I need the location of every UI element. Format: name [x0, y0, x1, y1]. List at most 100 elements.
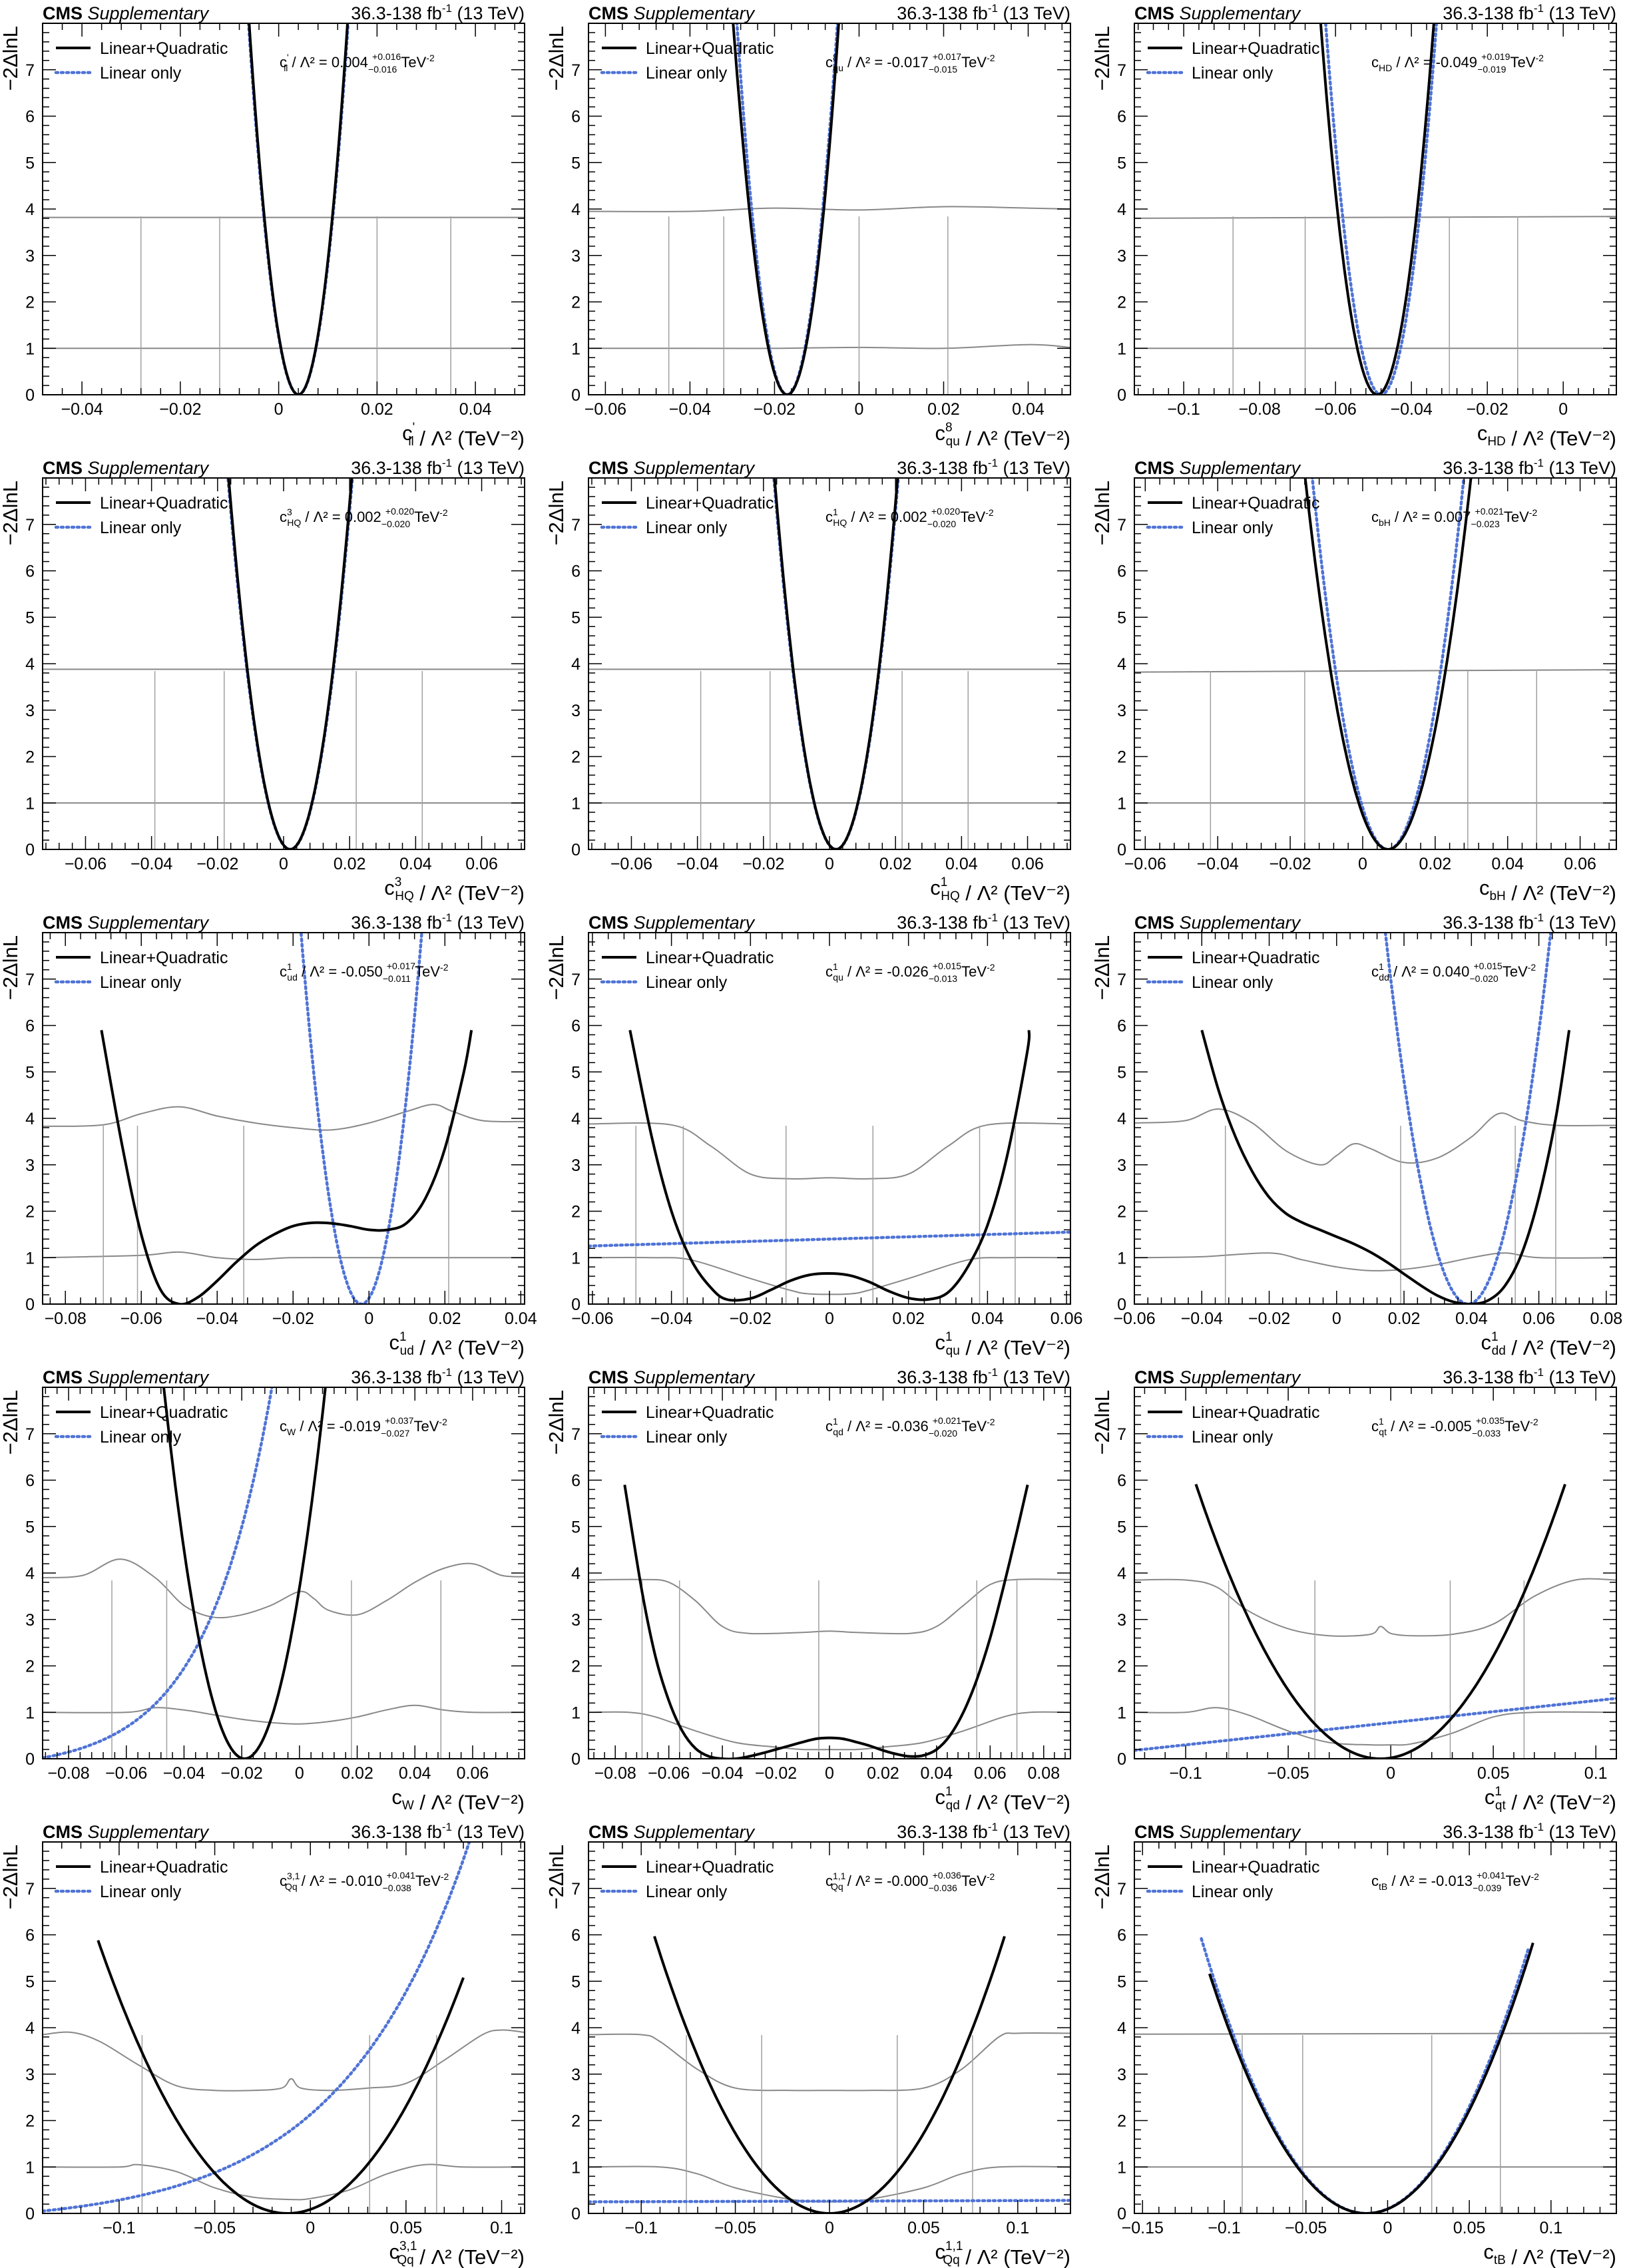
- y-tick-label: 5: [571, 608, 581, 627]
- y-tick-label: 6: [1117, 1017, 1126, 1036]
- x-tick-label: −0.15: [1122, 2219, 1164, 2237]
- x-tick-label: −0.08: [1238, 400, 1280, 419]
- x-tick-label: 0.06: [1564, 855, 1596, 873]
- y-tick-label: 5: [25, 608, 35, 627]
- series-linear-only: [299, 933, 423, 1304]
- band-lower: [43, 1251, 525, 1261]
- series-linear-quadratic: [623, 1484, 1029, 1759]
- y-tick-label: 0: [571, 386, 581, 405]
- band-lower: [588, 2165, 1070, 2203]
- header-lumi: 36.3-138 fb-1 (13 TeV): [351, 1366, 525, 1387]
- x-axis-label: cbH / Λ² (TeV⁻²): [1479, 876, 1616, 905]
- header-lumi: 36.3-138 fb-1 (13 TeV): [351, 457, 525, 478]
- y-tick-label: 7: [571, 971, 581, 989]
- y-axis-label: −2ΔlnL: [545, 1845, 568, 1909]
- y-tick-label: 7: [571, 1880, 581, 1899]
- y-tick-label: 3: [1117, 1611, 1126, 1630]
- x-axis-label: c1,1 Qq / Λ² (TeV⁻²): [935, 2239, 1070, 2268]
- band-lower: [1134, 1252, 1616, 1271]
- legend-label-lin: Linear only: [646, 519, 728, 537]
- x-tick-label: −0.06: [1124, 855, 1166, 873]
- x-tick-label: 0.02: [341, 1764, 373, 1783]
- y-tick-label: 5: [571, 1518, 581, 1536]
- x-tick-label: 0.02: [927, 400, 960, 419]
- x-tick-label: −0.02: [221, 1764, 263, 1783]
- legend-label-quad: Linear+Quadratic: [1192, 949, 1319, 967]
- y-tick-label: 2: [25, 1658, 35, 1676]
- y-tick-label: 7: [571, 516, 581, 535]
- band-upper: [1134, 2032, 1616, 2035]
- y-tick-label: 6: [571, 1017, 581, 1036]
- legend: Linear+Quadratic Linear only: [1146, 494, 1319, 537]
- y-tick-label: 6: [25, 108, 35, 126]
- y-tick-label: 3: [571, 2066, 581, 2084]
- panel-cQq31: 0 1 2 3 4 5 6 7 −0.1 −0.05 0 0.05 0.1 −2ΔlnL c3,1 Qq / …: [0, 1821, 525, 2268]
- x-tick-label: −0.02: [1467, 400, 1509, 419]
- x-tick-label: −0.1: [1169, 1764, 1202, 1783]
- y-tick-label: 4: [25, 200, 35, 219]
- plot-area: [588, 1936, 1070, 2213]
- y-tick-label: 0: [25, 2205, 35, 2223]
- band-upper: [588, 1122, 1070, 1180]
- series-linear-only: [1311, 478, 1466, 849]
- x-tick-label: −0.04: [196, 1309, 238, 1328]
- x-tick-label: −0.04: [163, 1764, 205, 1783]
- legend-label-lin: Linear only: [1192, 1428, 1274, 1447]
- y-tick-label: 5: [571, 154, 581, 172]
- legend-label-lin: Linear only: [1192, 519, 1274, 537]
- series-linear-quadratic: [97, 1940, 465, 2213]
- header-cms: CMS Supplementary: [43, 1367, 210, 1387]
- y-tick-label: 3: [571, 247, 581, 266]
- fit-result: cHD / Λ² = -0.049 +0.019 −0.019 TeV-2: [1371, 51, 1544, 75]
- series-linear-only: [1134, 1697, 1616, 1752]
- series-linear-quadratic: [1200, 1029, 1571, 1304]
- x-tick-label: 0: [825, 1764, 834, 1783]
- legend: Linear+Quadratic Linear only: [1146, 39, 1319, 83]
- y-tick-label: 4: [571, 1110, 581, 1128]
- legend-label-lin: Linear only: [646, 64, 728, 83]
- x-tick-label: −0.05: [1285, 2219, 1327, 2237]
- plot-area: [1134, 933, 1616, 1304]
- header-cms: CMS Supplementary: [43, 458, 210, 478]
- y-tick-label: 0: [25, 386, 35, 405]
- y-tick-label: 1: [571, 1703, 581, 1722]
- x-axis-label: ctB / Λ² (TeV⁻²): [1483, 2240, 1616, 2268]
- x-tick-label: 0.06: [457, 1764, 489, 1783]
- legend-label-quad: Linear+Quadratic: [646, 1858, 774, 1877]
- y-tick-label: 7: [25, 516, 35, 535]
- x-tick-label: −0.02: [272, 1309, 314, 1328]
- fit-result: cW / Λ² = -0.019 +0.037 −0.027 TeV-2: [280, 1415, 447, 1439]
- band-lower: [588, 343, 1070, 349]
- legend: Linear+Quadratic Linear only: [1146, 949, 1319, 992]
- y-tick-label: 3: [25, 702, 35, 720]
- x-tick-label: −0.02: [754, 400, 796, 419]
- x-tick-label: −0.04: [61, 400, 103, 419]
- y-tick-label: 2: [571, 1203, 581, 1222]
- y-tick-label: 1: [571, 340, 581, 358]
- y-tick-label: 0: [571, 2205, 581, 2223]
- y-axis-label: −2ΔlnL: [1090, 935, 1114, 1000]
- legend-label-quad: Linear+Quadratic: [100, 1403, 228, 1422]
- x-tick-label: −0.08: [47, 1764, 89, 1783]
- y-tick-label: 2: [25, 294, 35, 312]
- series-linear-quadratic: [653, 1936, 1006, 2213]
- x-axis-label: c1 HQ / Λ² (TeV⁻²): [930, 875, 1070, 905]
- y-tick-label: 0: [571, 1295, 581, 1314]
- fit-result: c8 qu / Λ² = -0.017 +0.017 −0.015 TeV-2: [825, 51, 995, 75]
- fit-result: c3,1 Qq / Λ² = -0.010 +0.041 −0.038 TeV-2: [280, 1870, 449, 1893]
- x-tick-label: 0.05: [1477, 1764, 1510, 1783]
- y-tick-label: 1: [25, 2158, 35, 2177]
- y-tick-label: 1: [1117, 1249, 1126, 1267]
- header-cms: CMS Supplementary: [1134, 458, 1301, 478]
- x-tick-label: −0.08: [45, 1309, 87, 1328]
- y-tick-label: 5: [25, 1972, 35, 1991]
- band-upper: [1134, 216, 1616, 219]
- series-linear-only: [43, 1387, 274, 1759]
- y-tick-label: 7: [1117, 971, 1126, 989]
- x-tick-label: 0.06: [1011, 855, 1044, 873]
- legend-label-quad: Linear+Quadratic: [100, 494, 228, 513]
- header-lumi: 36.3-138 fb-1 (13 TeV): [351, 911, 525, 933]
- y-tick-label: 0: [25, 1750, 35, 1769]
- x-tick-label: 0.06: [974, 1764, 1007, 1783]
